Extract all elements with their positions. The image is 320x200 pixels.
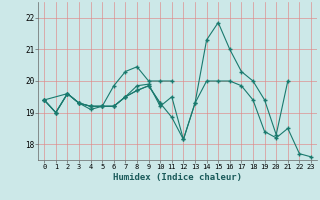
X-axis label: Humidex (Indice chaleur): Humidex (Indice chaleur) — [113, 173, 242, 182]
